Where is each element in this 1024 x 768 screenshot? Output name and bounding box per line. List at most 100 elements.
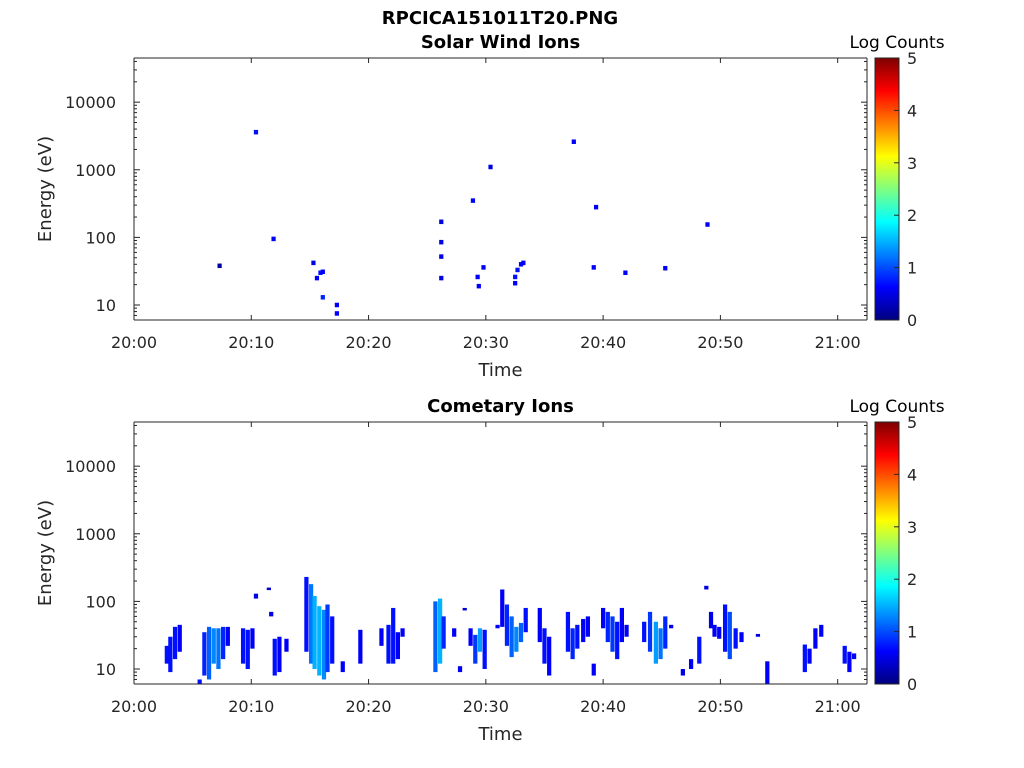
data-column xyxy=(514,626,519,652)
data-column xyxy=(400,628,405,637)
data-column xyxy=(653,621,659,664)
data-cell xyxy=(593,204,599,210)
data-column xyxy=(717,626,722,639)
plot-area xyxy=(134,422,867,684)
data-column xyxy=(317,606,322,676)
data-column xyxy=(391,607,396,664)
data-cell xyxy=(439,239,444,245)
data-column xyxy=(308,584,314,664)
data-column xyxy=(658,628,663,660)
data-column xyxy=(202,632,207,676)
colorbar-tick-label: 3 xyxy=(907,154,917,173)
data-column xyxy=(482,629,487,670)
data-column xyxy=(477,628,483,652)
y-tick-label: 10 xyxy=(96,660,116,679)
data-cell xyxy=(334,302,340,308)
data-column xyxy=(211,628,216,664)
y-tick-label: 10000 xyxy=(65,93,116,112)
colorbar-tick-label: 2 xyxy=(907,206,917,225)
x-tick-label: 20:10 xyxy=(228,333,274,352)
data-column xyxy=(813,628,818,649)
data-cell xyxy=(320,295,325,300)
data-column xyxy=(537,607,542,643)
data-column xyxy=(847,651,852,673)
data-cell xyxy=(705,222,710,227)
data-column xyxy=(601,607,606,629)
colorbar xyxy=(874,421,900,685)
data-cell xyxy=(513,280,518,286)
data-column xyxy=(457,666,463,673)
data-column xyxy=(473,634,478,664)
data-column xyxy=(642,621,647,643)
data-column xyxy=(697,636,702,664)
data-column xyxy=(250,628,255,649)
data-column xyxy=(570,628,575,660)
y-tick-label: 10 xyxy=(96,296,116,315)
x-tick-label: 21:00 xyxy=(815,333,861,352)
data-cell xyxy=(488,164,493,170)
data-column xyxy=(462,607,467,611)
data-cell xyxy=(481,265,486,270)
data-cell xyxy=(311,260,316,266)
data-cell xyxy=(253,129,259,135)
x-axis-label: Time xyxy=(477,360,522,381)
data-column xyxy=(177,624,182,652)
data-cell xyxy=(470,198,476,203)
data-column xyxy=(379,628,384,646)
y-tick-label: 10000 xyxy=(65,457,116,476)
data-column xyxy=(547,636,552,676)
data-column xyxy=(172,626,178,660)
data-column xyxy=(581,618,586,643)
data-column xyxy=(575,624,580,649)
data-cell xyxy=(571,139,576,144)
data-column xyxy=(518,622,524,643)
data-cell xyxy=(314,275,320,281)
data-column xyxy=(164,645,169,664)
data-cell xyxy=(476,283,481,289)
data-cell xyxy=(475,274,480,280)
data-column xyxy=(284,638,289,652)
x-tick-label: 20:20 xyxy=(346,697,392,716)
data-column xyxy=(819,624,824,637)
panel-title: Cometary Ions xyxy=(427,396,574,417)
data-column xyxy=(269,611,274,617)
y-tick-label: 100 xyxy=(85,228,116,247)
data-column xyxy=(680,669,685,676)
x-axis-label: Time xyxy=(477,724,522,745)
y-axis-label: Energy (eV) xyxy=(35,136,56,242)
data-column xyxy=(523,607,528,633)
x-tick-label: 21:00 xyxy=(815,697,861,716)
data-column xyxy=(542,628,547,664)
data-column xyxy=(437,598,443,664)
data-column xyxy=(755,633,761,637)
x-tick-label: 20:30 xyxy=(463,697,509,716)
data-column xyxy=(304,576,309,652)
data-cell xyxy=(663,265,668,271)
data-column xyxy=(704,585,709,590)
colorbar-tick-label: 5 xyxy=(907,49,917,68)
x-tick-label: 20:40 xyxy=(580,333,626,352)
colorbar-tick-label: 1 xyxy=(907,259,917,278)
data-column xyxy=(624,624,629,637)
data-column xyxy=(727,611,732,660)
data-column xyxy=(610,616,615,652)
data-column xyxy=(615,621,620,660)
data-column xyxy=(272,638,277,676)
data-column xyxy=(647,611,653,652)
data-column xyxy=(452,628,457,637)
data-cell xyxy=(318,270,323,276)
data-column xyxy=(585,616,590,637)
plot-area xyxy=(134,58,867,320)
data-cell xyxy=(334,311,340,316)
data-column xyxy=(468,628,473,646)
data-column xyxy=(733,628,738,649)
colorbar-label: Log Counts xyxy=(849,397,944,417)
data-column xyxy=(619,607,624,643)
data-cell xyxy=(623,270,628,276)
data-column xyxy=(722,604,728,652)
data-column xyxy=(669,624,674,629)
data-column xyxy=(168,636,173,673)
x-tick-label: 20:30 xyxy=(463,333,509,352)
data-column xyxy=(842,645,847,664)
